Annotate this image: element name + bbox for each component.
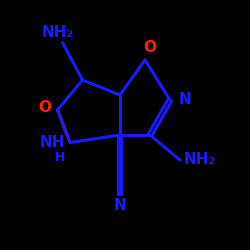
- Text: O: O: [144, 40, 156, 55]
- Text: NH₂: NH₂: [184, 152, 216, 168]
- Text: N: N: [114, 198, 126, 212]
- Text: NH₂: NH₂: [42, 25, 74, 40]
- Text: O: O: [38, 100, 52, 115]
- Text: NH: NH: [40, 135, 65, 150]
- Text: H: H: [55, 151, 65, 164]
- Text: N: N: [178, 92, 192, 108]
